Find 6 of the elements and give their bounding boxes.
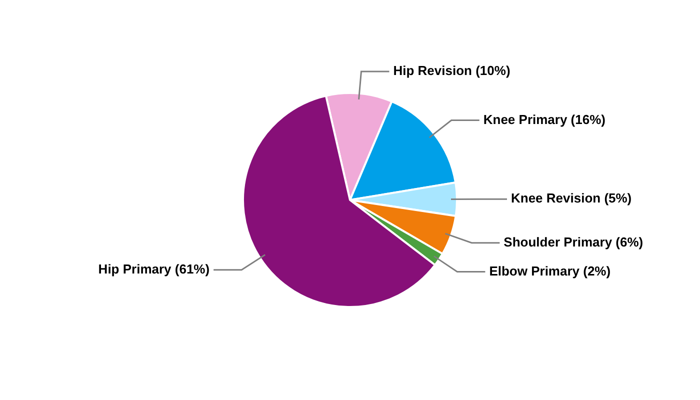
slice-label: Hip Revision (10%) <box>393 63 510 78</box>
slice-label: Knee Primary (16%) <box>483 112 606 127</box>
slice-label: Shoulder Primary (6%) <box>504 234 644 250</box>
slice-label: Elbow Primary (2%) <box>489 263 611 278</box>
slice-label: Hip Primary (61%) <box>98 261 210 276</box>
slice-label: Knee Revision (5%) <box>510 190 632 206</box>
